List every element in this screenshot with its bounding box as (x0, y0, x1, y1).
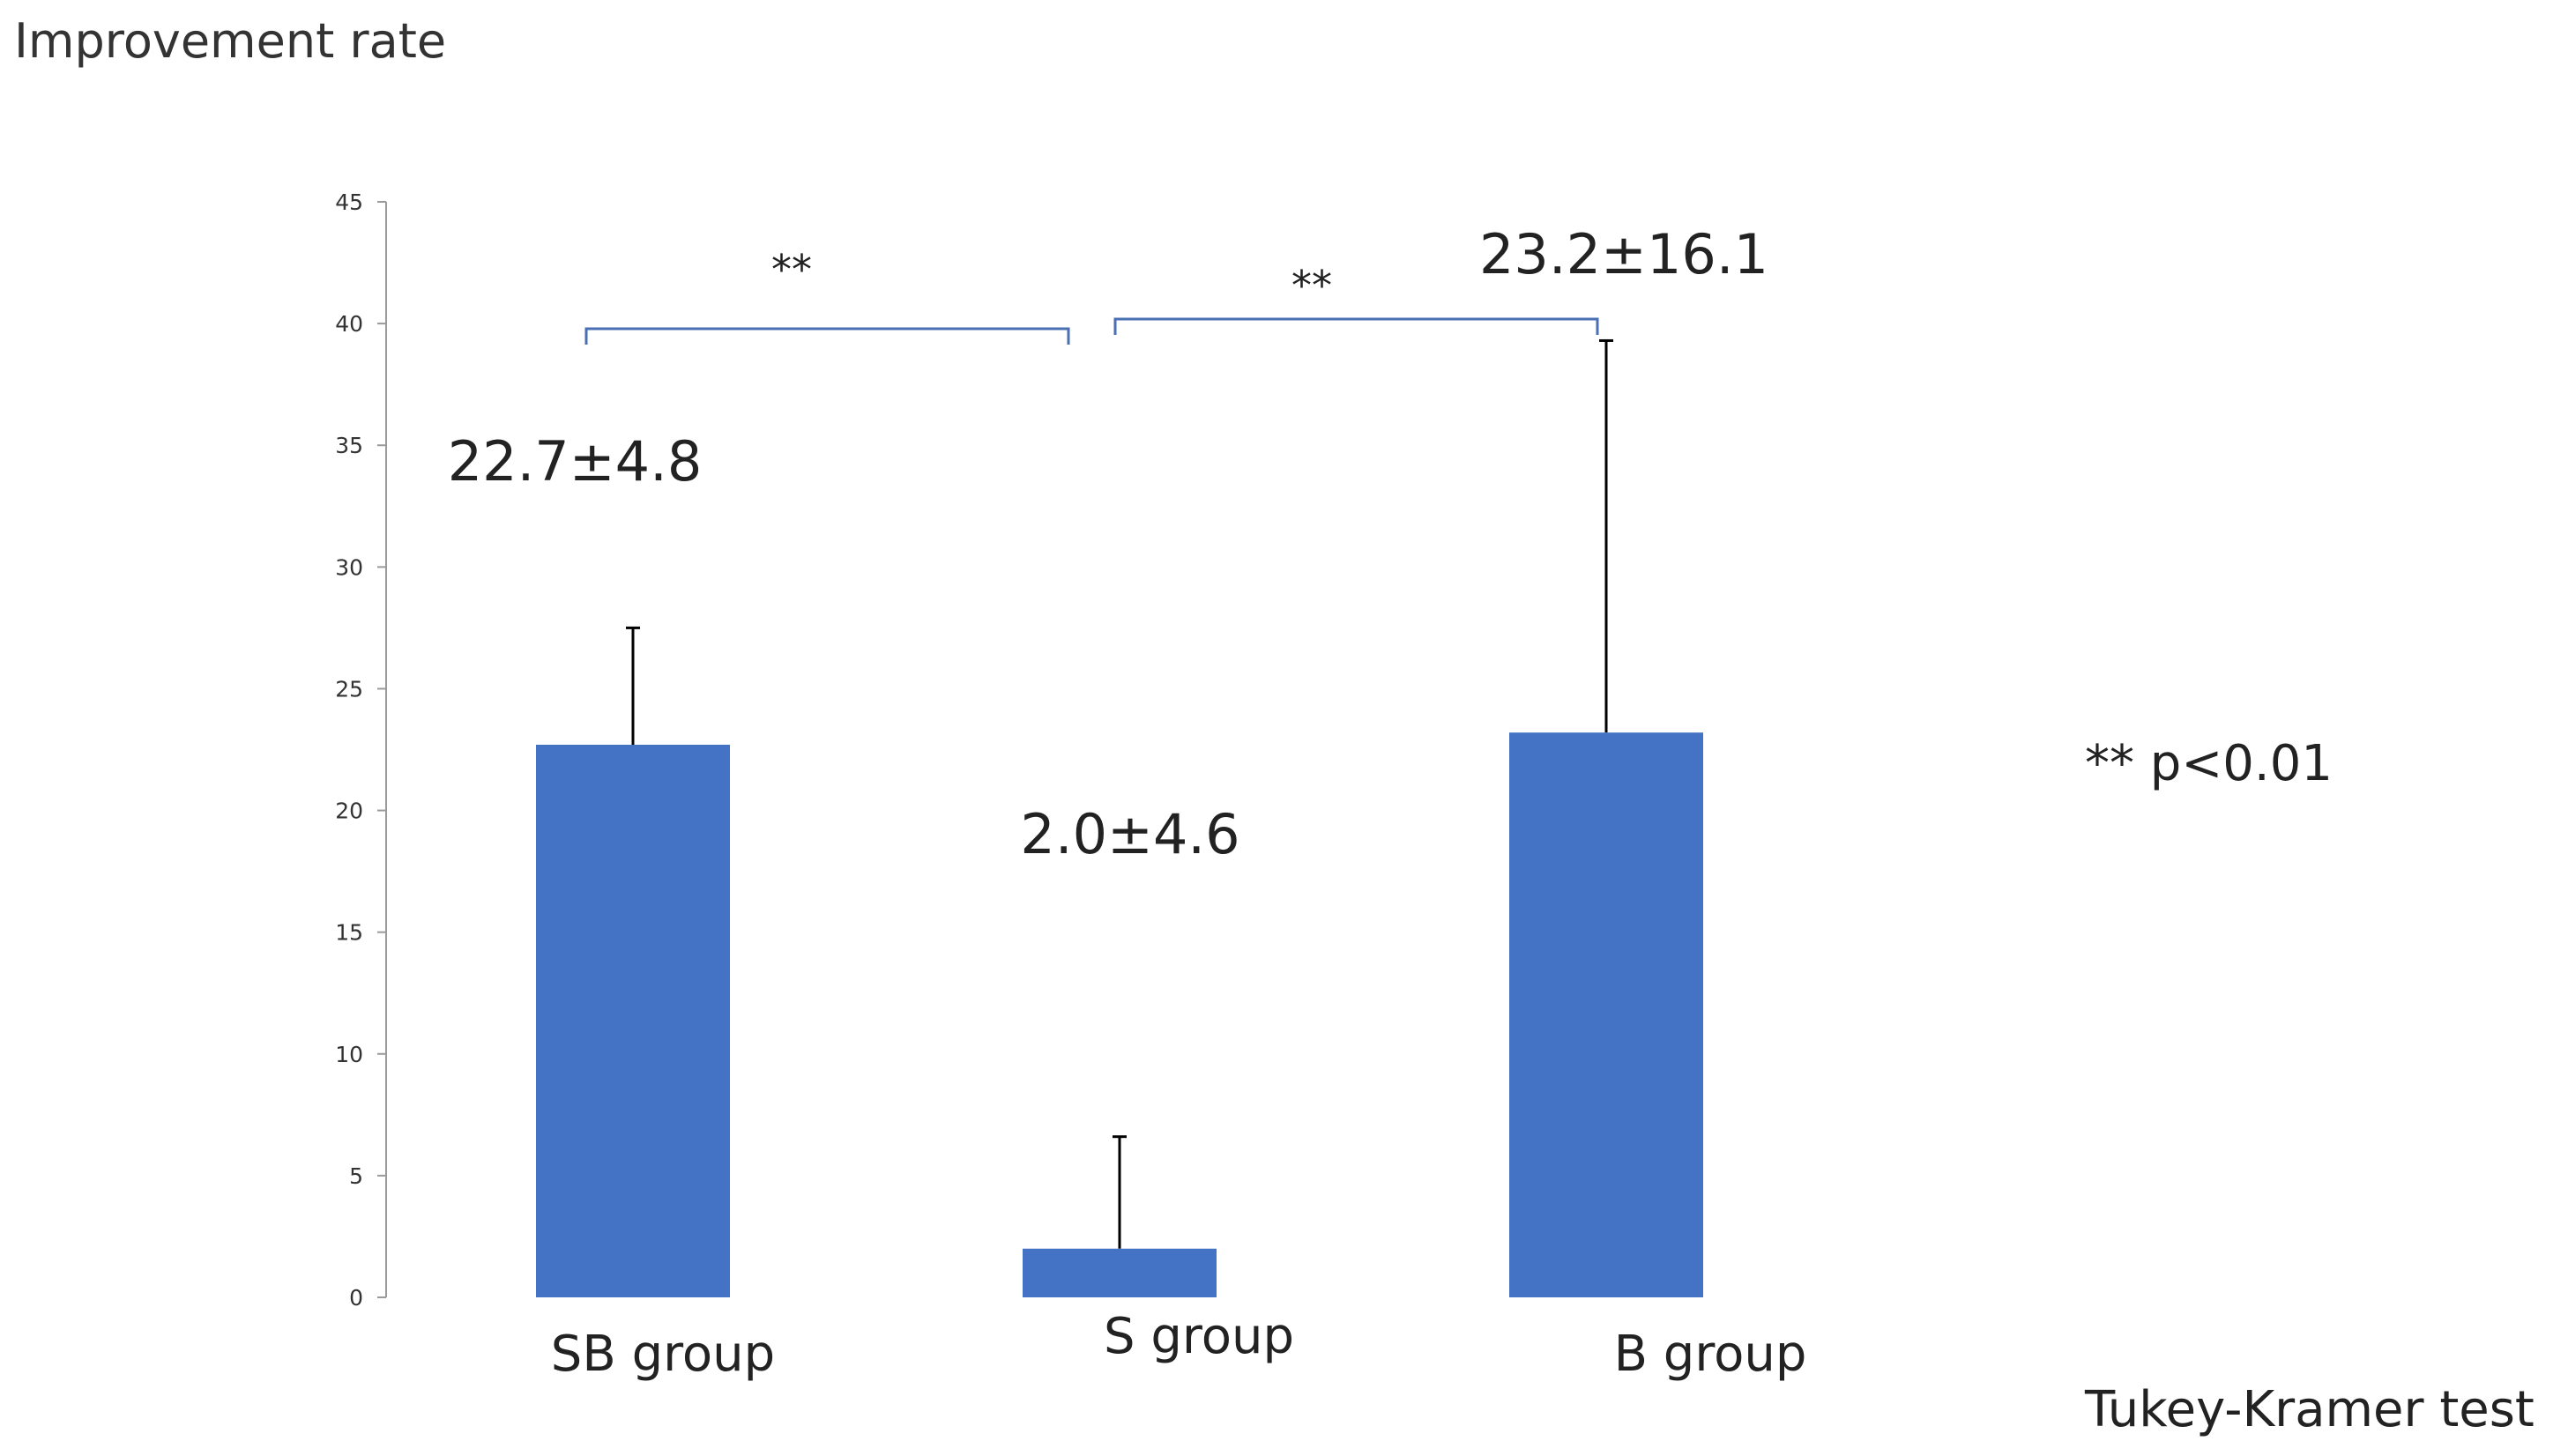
y-tick-label: 30 (335, 554, 363, 580)
significance-note: ** p<0.01 (2085, 735, 2333, 792)
significance-brackets: ** ** (584, 246, 1599, 345)
y-tick-label: 0 (349, 1285, 363, 1311)
y-tick-label: 20 (335, 799, 363, 824)
y-tick-label: 25 (335, 676, 363, 702)
x-tick-label: S group (1104, 1308, 1294, 1365)
y-tick-label: 15 (335, 920, 363, 946)
error-bars (626, 338, 1613, 1249)
test-note: Tukey-Kramer test (2084, 1381, 2534, 1438)
y-tick-label: 35 (335, 433, 363, 458)
bar (536, 744, 730, 1297)
y-tick-label: 10 (335, 1042, 363, 1067)
y-tick-label: 45 (335, 189, 363, 215)
significance-bracket (1113, 317, 1599, 335)
value-label: 22.7±4.8 (448, 429, 703, 494)
y-tick-label: 5 (349, 1163, 363, 1189)
x-tick-label: SB group (551, 1326, 775, 1383)
significance-bracket (584, 327, 1070, 345)
bar (1023, 1248, 1217, 1297)
x-tick-label: B group (1614, 1326, 1807, 1383)
bars (536, 732, 1703, 1297)
bar (1509, 732, 1703, 1297)
y-axis-label: Improvement rate (14, 13, 446, 69)
y-tick-label: 40 (335, 311, 363, 337)
value-label: 2.0±4.6 (1020, 802, 1239, 866)
significance-label: ** (1291, 262, 1332, 309)
labels: SB group S group B group 22.7±4.8 2.0±4.6 23.… (448, 222, 1807, 1383)
y-axis: 0 5 10 15 20 25 30 35 40 45 (335, 189, 387, 1311)
significance-label: ** (771, 246, 812, 293)
value-label: 23.2±16.1 (1479, 222, 1768, 286)
